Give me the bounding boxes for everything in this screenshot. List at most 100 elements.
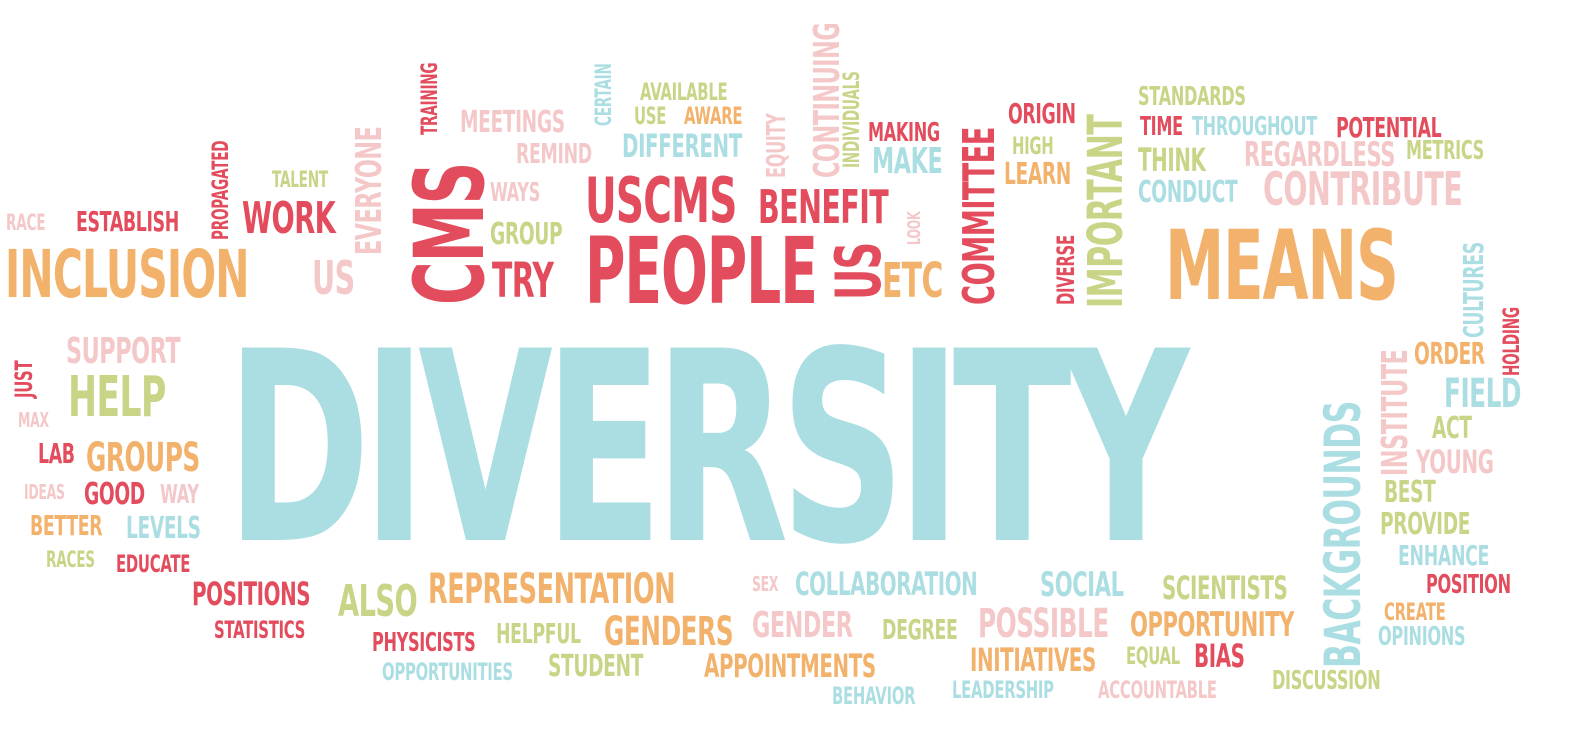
word-enhance: ENHANCE (1398, 539, 1490, 572)
word-bias: BIAS (1194, 637, 1245, 675)
word-equal: EQUAL (1126, 642, 1180, 670)
word-gender: GENDER (752, 605, 853, 646)
word-genders: GENDERS (604, 609, 734, 655)
word-possible: POSSIBLE (978, 601, 1109, 647)
word-help: HELP (68, 365, 166, 430)
word-metrics: METRICS (1406, 136, 1484, 166)
word-available: AVAILABLE (640, 78, 728, 106)
word-high: HIGH (1012, 132, 1054, 160)
word-races: RACES (46, 548, 95, 573)
word-different: DIFFERENT (622, 127, 742, 165)
word-create: CREATE (1384, 598, 1446, 626)
word-behavior: BEHAVIOR (832, 682, 916, 710)
word-use: USE (634, 102, 667, 130)
word-propagated: PROPAGATED (209, 140, 234, 240)
word-everyone: EVERYONE (349, 126, 390, 255)
word-order: ORDER (1414, 337, 1485, 372)
word-provide: PROVIDE (1380, 507, 1471, 542)
word-act: ACT (1432, 411, 1472, 446)
word-certain: CERTAIN (592, 63, 617, 126)
word-max: MAX (18, 408, 49, 432)
word-cultures: CULTURES (1457, 242, 1490, 338)
word-equity: EQUITY (762, 113, 792, 178)
word-important: IMPORTANT (1078, 114, 1134, 309)
word-think: THINK (1138, 141, 1206, 179)
word-ways: WAYS (490, 178, 540, 208)
word-etc: ETC (882, 253, 943, 309)
word-remind: REMIND (516, 137, 592, 170)
word-regardless: REGARDLESS (1244, 135, 1396, 175)
word-origin: ORIGIN (1008, 97, 1076, 130)
word-talent: TALENT (272, 168, 328, 193)
word-throughout: THROUGHOUT (1192, 112, 1317, 142)
word-opportunities: OPPORTUNITIES (382, 658, 513, 686)
word-sex: SEX (752, 572, 779, 596)
word-opinions: OPINIONS (1378, 622, 1466, 652)
word-scientists: SCIENTISTS (1162, 569, 1288, 607)
word-groups: GROUPS (86, 435, 200, 481)
word-meetings: MEETINGS (460, 105, 565, 140)
word-representation: REPRESENTATION (428, 564, 676, 613)
word-social: SOCIAL (1040, 565, 1124, 605)
word-leadership: LEADERSHIP (952, 676, 1054, 704)
word-holding: HOLDING (1500, 307, 1525, 376)
word-diverse: DIVERSE (1052, 235, 1080, 305)
word-best: BEST (1384, 475, 1436, 510)
word-levels: LEVELS (126, 511, 201, 546)
word-make: MAKE (872, 141, 943, 182)
word-better: BETTER (30, 509, 103, 542)
word-means: MEANS (1165, 210, 1399, 322)
word-try: TRY (492, 253, 554, 309)
word-ideas: IDEAS (24, 480, 65, 504)
word-accountable: ACCOUNTABLE (1098, 676, 1217, 704)
word-learn: LEARN (1004, 157, 1071, 192)
word-look: LOOK (904, 211, 925, 245)
word-diversity: DIVERSITY (226, 296, 1189, 603)
word-lab: LAB (38, 437, 75, 470)
word-degree: DEGREE (882, 613, 958, 646)
word-benefit: BENEFIT (758, 180, 889, 234)
word-individuals: INDIVIDUALS (840, 71, 865, 168)
word-just: JUST (10, 360, 38, 398)
word-training: TRAINING (418, 62, 443, 136)
word-us-red: US (822, 242, 895, 300)
word-making: MAKING (868, 118, 940, 148)
word-positions: POSITIONS (192, 575, 311, 613)
word-field: FIELD (1444, 371, 1522, 417)
word-aware: AWARE (684, 102, 743, 130)
word-student: STUDENT (548, 649, 643, 684)
word-us-pink: US (312, 251, 355, 305)
word-appointments: APPOINTMENTS (704, 647, 876, 685)
word-potential: POTENTIAL (1336, 111, 1442, 144)
word-initiatives: INITIATIVES (970, 641, 1096, 679)
word-race: RACE (6, 211, 46, 236)
word-people: PEOPLE (585, 218, 818, 325)
word-contribute: CONTRIBUTE (1263, 162, 1463, 216)
word-helpful: HELPFUL (496, 617, 581, 650)
word-uscms: USCMS (585, 164, 737, 237)
word-time: TIME (1140, 112, 1183, 142)
word-backgrounds: BACKGROUNDS (1314, 401, 1372, 668)
word-young: YOUNG (1416, 443, 1494, 481)
word-committee: COMMITTEE (954, 127, 1005, 305)
word-collaboration: COLLABORATION (795, 565, 978, 603)
word-establish: ESTABLISH (76, 205, 179, 238)
word-good: GOOD (84, 477, 145, 512)
word-way: WAY (160, 480, 199, 510)
word-discussion: DISCUSSION (1272, 666, 1381, 696)
word-institute: INSTITUTE (1375, 349, 1416, 476)
word-opportunity: OPPORTUNITY (1130, 605, 1295, 645)
word-statistics: STATISTICS (214, 616, 306, 644)
word-cms: CMS (394, 162, 506, 305)
word-standards: STANDARDS (1138, 82, 1246, 112)
word-work: WORK (242, 193, 336, 244)
word-also: ALSO (338, 576, 418, 627)
word-educate: EDUCATE (116, 550, 191, 578)
word-support: SUPPORT (66, 331, 181, 372)
word-conduct: CONDUCT (1138, 175, 1238, 210)
word-inclusion: INCLUSION (5, 236, 250, 313)
word-group: GROUP (490, 217, 563, 252)
word-position: POSITION (1426, 570, 1511, 600)
word-physicists: PHYSICISTS (372, 628, 476, 658)
